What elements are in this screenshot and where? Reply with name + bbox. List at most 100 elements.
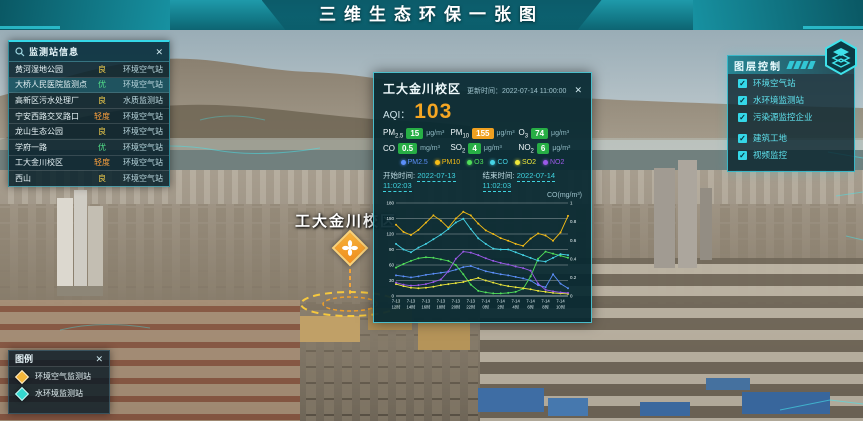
- search-icon: [15, 46, 25, 56]
- pollutant-reading: PM10 155 μg/m³: [450, 128, 514, 140]
- svg-text:1: 1: [570, 201, 573, 206]
- pollutant-unit: μg/m³: [426, 130, 445, 138]
- station-row[interactable]: 西山 良 环境空气站: [9, 171, 169, 187]
- station-name: 宁安西路交叉路口: [15, 111, 79, 121]
- hexagon-layers-glyph: [825, 38, 857, 76]
- close-icon[interactable]: ✕: [574, 85, 582, 95]
- popup-update-time: 更新时间：2022-07-14 11:00:00: [461, 86, 566, 96]
- chart-legend-item[interactable]: PM2.5: [400, 159, 428, 166]
- svg-text:150: 150: [386, 216, 394, 221]
- fan-icon: [342, 240, 358, 256]
- checkbox-icon[interactable]: ✓: [738, 95, 747, 105]
- station-diamond-icon: [14, 369, 30, 384]
- station-row[interactable]: 学府一路 优 环境空气站: [9, 140, 169, 156]
- station-level: 良: [98, 127, 106, 137]
- pollutant-name: NO2: [518, 142, 534, 155]
- svg-text:14时: 14时: [407, 304, 417, 310]
- close-icon[interactable]: ✕: [155, 46, 163, 57]
- station-name: 学府一路: [15, 142, 47, 152]
- checkbox-icon[interactable]: ✓: [738, 150, 747, 160]
- station-level: 良: [98, 64, 106, 74]
- pollutant-value-badge: 6: [536, 142, 550, 154]
- pollutant-reading: SO2 4 μg/m³: [450, 143, 514, 155]
- pollutant-unit: μg/m³: [552, 144, 571, 152]
- pollutant-value-badge: 155: [472, 128, 494, 140]
- station-list-panel: 监测站信息 ✕ 黄河湿地公园良环境空气站 大桥人民医院监测点优环境空气站 高新区污水…: [8, 40, 170, 187]
- layer-item-label: 视频监控: [753, 150, 788, 160]
- pollutant-value-badge: 4: [468, 142, 481, 154]
- station-row[interactable]: 大桥人民医院监测点 优 环境空气站: [9, 77, 169, 94]
- pollutant-name: PM10: [450, 128, 470, 140]
- header-bar: 三维生态环保一张图: [0, 0, 863, 30]
- chart-legend: PM2.5 PM10 O3 CO SO2 NO2: [383, 159, 582, 166]
- popup-title: 工大金川校区: [383, 82, 462, 96]
- svg-text:0: 0: [570, 294, 573, 299]
- svg-text:7-13: 7-13: [467, 299, 476, 304]
- chart-legend-item[interactable]: PM10: [434, 159, 461, 167]
- station-type: 环境空气站: [123, 173, 163, 183]
- svg-text:2时: 2时: [497, 304, 504, 310]
- start-time-group: 开始时间: 2022-07-13 11:02:03: [383, 170, 483, 193]
- station-marker-icon[interactable]: [331, 229, 369, 267]
- svg-text:10时: 10时: [556, 304, 566, 310]
- svg-text:0.2: 0.2: [570, 275, 577, 280]
- svg-text:7-14: 7-14: [482, 299, 491, 304]
- layer-item[interactable]: ✓ 环境空气站: [728, 74, 854, 91]
- chart-legend-item[interactable]: CO: [490, 159, 508, 166]
- legend-panel-title: 图例: [15, 354, 34, 364]
- legend-item: 水环境监测站: [9, 384, 109, 401]
- update-time-label: 更新时间：: [466, 88, 502, 95]
- layer-item[interactable]: ✓ 污染源监控企业: [728, 108, 854, 125]
- pollutant-reading: CO 0.5 mg/m³: [383, 142, 446, 155]
- legend-series-name: PM10: [441, 159, 461, 167]
- aqi-label: AQI：: [383, 110, 411, 121]
- svg-text:18时: 18时: [436, 304, 446, 310]
- pollutant-value-badge: 0.5: [398, 142, 418, 154]
- legend-series-name: O3: [474, 159, 484, 167]
- legend-dot-icon: [400, 160, 406, 166]
- chart-legend-item[interactable]: O3: [467, 159, 483, 166]
- station-type: 环境空气站: [123, 80, 163, 90]
- layer-item[interactable]: ✓ 建筑工地: [728, 129, 854, 146]
- svg-text:7-13: 7-13: [452, 299, 461, 304]
- legend-dot-icon: [490, 160, 496, 166]
- svg-text:0.4: 0.4: [570, 257, 577, 262]
- legend-series-name: CO: [497, 159, 508, 167]
- station-row[interactable]: 高新区污水处理厂 良 水质监测站: [9, 93, 169, 109]
- layer-item[interactable]: ✓ 水环境监测站: [728, 91, 854, 108]
- station-name: 工大金川校区: [15, 158, 63, 168]
- checkbox-icon[interactable]: ✓: [738, 78, 747, 88]
- layer-item-label: 环境空气站: [753, 78, 796, 88]
- pollutant-reading: NO2 6 μg/m³: [519, 143, 582, 155]
- close-icon[interactable]: ✕: [95, 353, 103, 364]
- pollutant-unit: μg/m³: [496, 130, 515, 138]
- legend-item: 环境空气监测站: [9, 367, 109, 384]
- legend-dot-icon: [467, 160, 473, 166]
- layer-item[interactable]: ✓ 视频监控: [728, 146, 854, 163]
- svg-text:180: 180: [386, 201, 394, 206]
- station-row[interactable]: 黄河湿地公园 良 环境空气站: [9, 62, 169, 78]
- svg-text:30: 30: [389, 278, 395, 283]
- svg-text:7-13: 7-13: [407, 299, 416, 304]
- station-row[interactable]: 工大金川校区 轻度 环境空气站: [9, 156, 169, 172]
- checkbox-icon[interactable]: ✓: [738, 133, 747, 143]
- station-type: 环境空气站: [123, 127, 163, 137]
- layers-hexagon-icon[interactable]: [822, 38, 860, 76]
- station-row[interactable]: 宁安西路交叉路口 轻度 环境空气站: [9, 109, 169, 125]
- layer-item-label: 污染源监控企业: [753, 112, 813, 122]
- chart-legend-item[interactable]: SO2: [514, 159, 536, 166]
- popup-header: 工大金川校区 更新时间：2022-07-14 11:00:00 ✕: [383, 80, 582, 97]
- checkbox-icon[interactable]: ✓: [738, 112, 747, 122]
- svg-text:0: 0: [391, 294, 394, 299]
- start-time-input[interactable]: 2022-07-13 11:02:03: [383, 171, 456, 193]
- header-decoration-left: [0, 0, 170, 30]
- header-title-band: [262, 0, 602, 30]
- station-row[interactable]: 龙山生态公园 良 环境空气站: [9, 124, 169, 140]
- svg-text:12时: 12时: [392, 304, 402, 310]
- layer-control-panel: 图层控制 ✓ 环境空气站 ✓ 水环境监测站 ✓ 污染源监控企业 ✓ 建筑工地 ✓ 视频监控: [727, 38, 857, 172]
- end-time-input[interactable]: 2022-07-14 11:02:03: [482, 171, 556, 193]
- chart-legend-item[interactable]: NO2: [542, 159, 564, 166]
- map-legend-panel: 图例 ✕ 环境空气监测站 水环境监测站: [8, 350, 110, 414]
- legend-panel-header: 图例 ✕: [9, 351, 109, 367]
